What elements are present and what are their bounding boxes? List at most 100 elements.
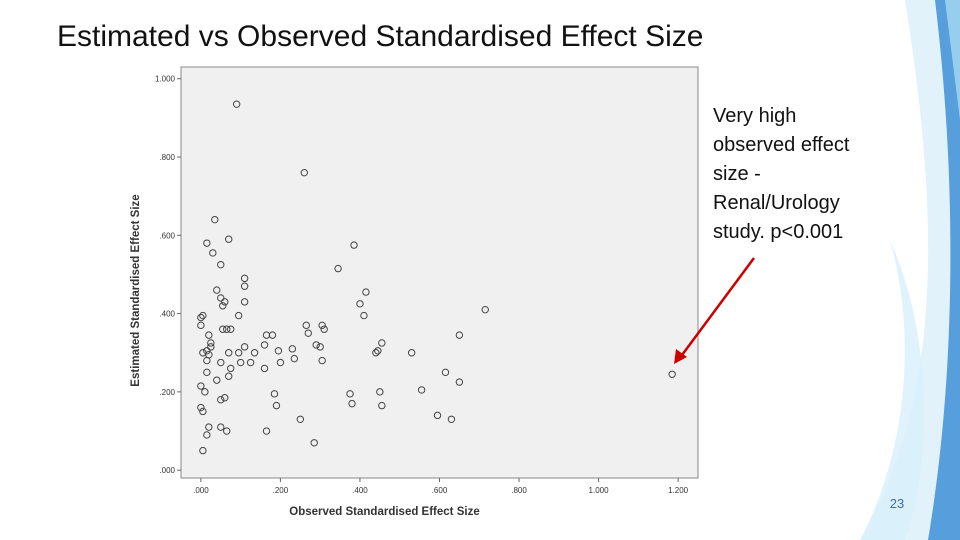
data-point xyxy=(227,364,235,373)
data-point xyxy=(213,286,221,294)
data-point xyxy=(318,356,326,365)
data-point xyxy=(360,311,368,320)
data-point xyxy=(376,388,384,396)
y-tick-label: .400 xyxy=(159,310,175,319)
chart-svg: .000 .200 .400 .600 .800 1.000 .000 .200 .400 .60… xyxy=(130,66,699,518)
data-point xyxy=(219,325,227,333)
slide-title: Estimated vs Observed Standardised Effec… xyxy=(57,20,704,53)
data-point xyxy=(304,329,312,337)
x-axis-title: Observed Standardised Effect Size xyxy=(289,506,479,518)
data-point xyxy=(300,168,308,177)
data-point xyxy=(268,331,277,339)
decoration-light-wave xyxy=(860,240,925,540)
data-point xyxy=(232,100,241,108)
x-tick-label: .000 xyxy=(193,486,209,495)
data-point xyxy=(199,311,207,320)
data-point xyxy=(221,298,229,306)
data-point xyxy=(197,382,205,390)
data-point xyxy=(481,305,489,314)
data-point xyxy=(205,331,213,339)
data-point xyxy=(260,364,269,373)
data-point xyxy=(276,358,285,367)
data-point xyxy=(197,321,205,330)
data-point xyxy=(455,331,464,339)
data-point xyxy=(407,349,416,357)
x-tick-label: .800 xyxy=(511,486,527,495)
data-point xyxy=(362,288,370,296)
data-point xyxy=(205,423,213,431)
y-tick-label: .800 xyxy=(159,153,175,162)
data-point xyxy=(234,349,243,357)
data-point xyxy=(372,349,380,357)
data-point xyxy=(378,401,386,410)
data-point xyxy=(211,215,219,224)
data-point xyxy=(262,427,271,435)
data-point xyxy=(417,386,426,394)
data-point xyxy=(668,370,676,378)
annotation-line: size - xyxy=(713,163,761,185)
data-point xyxy=(288,345,297,353)
data-point xyxy=(199,407,207,416)
data-point xyxy=(350,241,358,249)
data-point xyxy=(433,411,442,420)
decoration-light-swoosh xyxy=(860,0,960,540)
data-point xyxy=(246,358,255,367)
data-point xyxy=(260,341,269,349)
annotation-line: study. p<0.001 xyxy=(713,221,844,243)
data-point xyxy=(240,274,249,283)
scatter-chart: .000 .200 .400 .600 .800 1.000 .000 .200 .400 .60… xyxy=(113,60,706,536)
annotation-line: Renal/Urology xyxy=(713,192,840,214)
data-point xyxy=(225,235,233,243)
data-point xyxy=(346,390,354,398)
data-point xyxy=(348,399,356,408)
data-point xyxy=(374,347,382,355)
annotation-text: Very high observed effect size - Renal/U… xyxy=(713,102,913,247)
data-point xyxy=(302,321,310,330)
data-point xyxy=(209,249,217,257)
data-point xyxy=(290,354,299,363)
data-point xyxy=(378,339,386,347)
page-number: 23 xyxy=(889,496,905,511)
data-point xyxy=(236,358,245,367)
plot-area xyxy=(180,66,699,479)
data-point xyxy=(219,302,227,310)
annotation-line: Very high xyxy=(713,105,797,127)
x-tick-label: .400 xyxy=(352,486,368,495)
data-point xyxy=(227,325,235,333)
data-point xyxy=(356,300,364,308)
data-point xyxy=(197,403,205,412)
data-point xyxy=(250,349,259,357)
data-point xyxy=(203,356,211,365)
data-point xyxy=(272,401,281,410)
data-point xyxy=(221,394,229,402)
data-point xyxy=(310,439,318,447)
data-point xyxy=(455,378,464,386)
data-point xyxy=(197,313,205,322)
x-tick-label: 1.200 xyxy=(668,486,689,495)
data-point xyxy=(223,325,231,333)
data-point xyxy=(274,347,283,355)
data-point xyxy=(240,343,249,351)
data-point xyxy=(203,431,211,439)
annotation-line: observed effect xyxy=(713,134,850,156)
decoration-blue-band xyxy=(928,0,960,540)
x-tick-label: .600 xyxy=(432,486,448,495)
data-point xyxy=(223,427,231,435)
x-tick-label: .200 xyxy=(273,486,289,495)
data-point xyxy=(240,282,249,290)
data-point xyxy=(217,423,225,431)
data-point xyxy=(217,260,225,269)
data-point xyxy=(441,368,450,377)
data-point xyxy=(320,325,328,333)
data-point xyxy=(217,358,225,367)
data-point xyxy=(213,376,221,384)
data-point xyxy=(312,341,320,349)
data-point xyxy=(217,294,225,302)
data-point xyxy=(199,446,207,455)
y-tick-label: 1.000 xyxy=(155,75,176,84)
data-point xyxy=(217,396,225,404)
data-point xyxy=(207,339,215,347)
y-tick-label: .200 xyxy=(159,388,175,397)
data-point xyxy=(270,390,279,398)
